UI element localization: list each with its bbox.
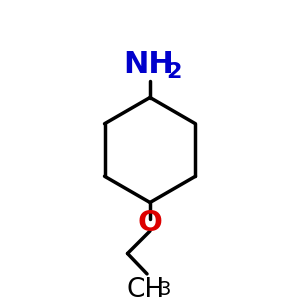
Text: 3: 3 [158, 280, 171, 299]
Text: 2: 2 [167, 62, 182, 82]
Text: NH: NH [123, 50, 174, 80]
Text: O: O [138, 208, 162, 237]
Text: CH: CH [126, 277, 165, 300]
